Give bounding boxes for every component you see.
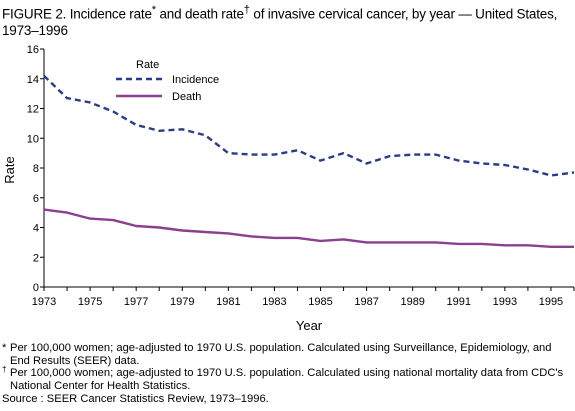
legend-title: Rate bbox=[136, 59, 159, 71]
series-line-incidence bbox=[43, 74, 575, 177]
title-mark-incidence: * bbox=[151, 4, 156, 16]
y-tick-label: 14 bbox=[27, 74, 39, 86]
x-axis-title: Year bbox=[296, 318, 323, 333]
chart-series bbox=[43, 74, 575, 249]
footnotes: * Per 100,000 women; age-adjusted to 1970… bbox=[2, 342, 574, 406]
chart-legend: Rate Incidence Death bbox=[116, 59, 219, 103]
footnote-mark-death: † bbox=[2, 365, 7, 374]
y-tick-label: 12 bbox=[27, 104, 39, 116]
footnote-death-text: Per 100,000 women; age-adjusted to 1970 … bbox=[10, 367, 564, 392]
source-note: Source : SEER Cancer Statistics Review, … bbox=[2, 393, 269, 405]
title-mark-death: † bbox=[243, 4, 250, 16]
title-suffix: of invasive cervical cancer, by year — U… bbox=[2, 6, 558, 38]
y-tick-label: 8 bbox=[33, 163, 39, 175]
x-tick-label: 1977 bbox=[124, 296, 148, 308]
y-tick-label: 2 bbox=[33, 252, 39, 264]
x-tick-label: 1983 bbox=[262, 296, 286, 308]
series-line-death bbox=[43, 208, 574, 249]
y-axis-title: Rate bbox=[2, 156, 17, 183]
title-mid: and death rate bbox=[155, 6, 244, 22]
footnote-incidence-text: Per 100,000 women; age-adjusted to 1970 … bbox=[10, 342, 552, 367]
x-tick-label: 1989 bbox=[400, 296, 424, 308]
line-chart: 0 2 4 6 8 10 12 14 16 1973 1975 1977 1979 1981 1983 198… bbox=[2, 44, 575, 333]
chart-axes: 0 2 4 6 8 10 12 14 16 1973 1975 1977 1979 1981 1983 198… bbox=[2, 44, 575, 333]
legend-label-death: Death bbox=[172, 91, 201, 103]
x-tick-label: 1991 bbox=[447, 296, 471, 308]
legend-label-incidence: Incidence bbox=[172, 74, 219, 86]
y-tick-label: 6 bbox=[33, 193, 39, 205]
x-tick-label: 1987 bbox=[354, 296, 378, 308]
y-tick-label: 4 bbox=[33, 223, 39, 235]
y-tick-label: 0 bbox=[33, 282, 39, 294]
y-tick-label: 10 bbox=[27, 133, 39, 145]
x-tick-label: 1973 bbox=[32, 296, 56, 308]
x-tick-label: 1975 bbox=[78, 296, 102, 308]
x-tick-label: 1985 bbox=[308, 296, 332, 308]
footnote-incidence: * Per 100,000 women; age-adjusted to 1970… bbox=[2, 342, 574, 367]
footnote-death: † Per 100,000 women; age-adjusted to 1970… bbox=[2, 365, 574, 392]
figure-title: FIGURE 2. Incidence rate* and death rate… bbox=[2, 2, 574, 39]
footnote-mark-incidence: * bbox=[2, 342, 7, 354]
x-tick-label: 1979 bbox=[170, 296, 194, 308]
x-tick-label: 1993 bbox=[493, 296, 517, 308]
x-tick-label: 1981 bbox=[216, 296, 240, 308]
title-prefix: FIGURE 2. Incidence rate bbox=[2, 6, 152, 22]
x-tick-label: 1995 bbox=[539, 296, 563, 308]
y-tick-label: 16 bbox=[27, 44, 39, 56]
